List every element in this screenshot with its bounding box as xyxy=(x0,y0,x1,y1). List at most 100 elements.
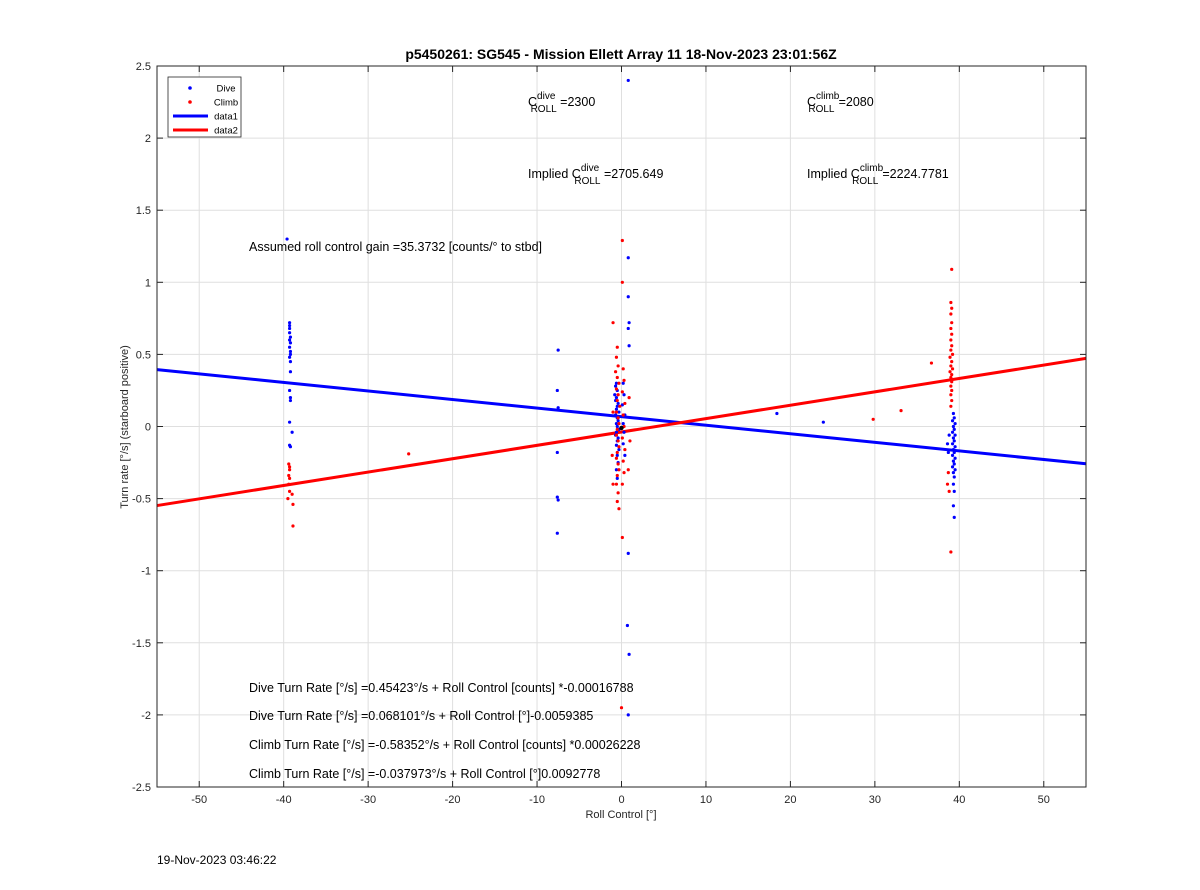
y-tick-label: 0.5 xyxy=(136,349,151,361)
dive-point xyxy=(614,407,619,411)
climb-point xyxy=(619,706,624,710)
dive-point xyxy=(952,416,956,420)
y-tick-label: -2.5 xyxy=(132,782,151,794)
dive-point xyxy=(626,295,630,299)
climb-point xyxy=(620,535,624,540)
dive-point xyxy=(616,401,620,406)
legend-label-climb: Climb xyxy=(214,98,238,109)
annotation-subscript: ROLL xyxy=(852,176,879,187)
climb-point xyxy=(617,381,621,385)
dive-point xyxy=(951,424,956,429)
dive-point xyxy=(288,360,293,364)
climb-point xyxy=(287,465,292,469)
y-axis-label: Turn rate [°/s] (starboard positive) xyxy=(119,345,131,509)
climb-point xyxy=(620,280,624,284)
dive-point xyxy=(288,398,293,403)
fit-line-data1 xyxy=(156,368,1087,466)
dive-point xyxy=(613,393,617,397)
dive-point xyxy=(613,413,618,417)
annotation-eq4: Climb Turn Rate [°/s] =-0.037973°/s + Ro… xyxy=(249,767,600,781)
dive-point xyxy=(626,256,630,260)
dive-point xyxy=(556,348,560,352)
dive-point xyxy=(556,406,560,410)
x-tick-label: -10 xyxy=(529,794,545,806)
dive-point xyxy=(614,422,619,426)
dive-point xyxy=(555,531,559,535)
climb-point xyxy=(871,417,875,421)
climb-point xyxy=(616,439,620,443)
dive-point xyxy=(953,468,957,472)
climb-point xyxy=(286,497,290,501)
dive-point xyxy=(627,321,631,325)
annotation-prefix: Implied xyxy=(528,167,572,181)
dive-point xyxy=(287,331,292,335)
dive-point xyxy=(950,442,955,446)
climb-point xyxy=(623,447,627,452)
climb-point xyxy=(626,468,630,472)
climb-point xyxy=(611,410,615,414)
dive-point xyxy=(952,515,956,519)
climb-point xyxy=(947,489,951,493)
dive-point xyxy=(555,388,559,393)
dive-point xyxy=(287,388,292,393)
dive-point xyxy=(614,381,619,385)
y-tick-label: 1.5 xyxy=(136,205,151,217)
climb-point xyxy=(611,321,615,325)
dive-point xyxy=(821,420,825,424)
climb-point xyxy=(945,482,950,486)
climb-point xyxy=(615,427,619,431)
legend-label-data2: data2 xyxy=(214,126,238,137)
climb-point xyxy=(950,398,954,403)
climb-point xyxy=(950,380,954,384)
x-tick-label: 40 xyxy=(953,794,965,806)
dive-point xyxy=(287,326,292,331)
climb-point xyxy=(614,482,619,486)
dive-point xyxy=(946,450,950,455)
dive-point xyxy=(953,433,957,437)
climb-point xyxy=(615,398,619,403)
dive-point xyxy=(951,447,956,452)
dive-point xyxy=(623,453,627,457)
climb-point xyxy=(946,471,950,475)
climb-point xyxy=(950,321,954,325)
x-tick-label: 30 xyxy=(869,794,881,806)
climb-point xyxy=(899,409,903,413)
x-tick-label: -50 xyxy=(191,794,207,806)
origin-marker xyxy=(619,425,624,431)
x-tick-label: -20 xyxy=(445,794,461,806)
climb-point xyxy=(287,473,291,478)
climb-point xyxy=(615,450,619,455)
x-tick-label: 50 xyxy=(1038,794,1050,806)
climb-point xyxy=(950,352,955,356)
dive-point xyxy=(951,459,956,463)
climb-point xyxy=(617,468,621,472)
dive-point xyxy=(626,551,630,555)
dive-point xyxy=(614,468,619,472)
climb-point xyxy=(615,345,619,349)
climb-point xyxy=(287,468,292,472)
climb-point xyxy=(616,364,620,368)
dive-point xyxy=(287,321,292,325)
dive-point xyxy=(290,430,294,434)
climb-point xyxy=(616,393,620,397)
dive-point xyxy=(626,713,630,717)
axis-ticks: -50 -40 -30 -20 -10 0 10 20 30 40 50-2.5-2-1.5-1-0… xyxy=(132,61,1086,806)
climb-point xyxy=(615,473,619,478)
annotation-prefix: Implied xyxy=(807,167,851,181)
climb-point xyxy=(949,384,953,388)
climb-point xyxy=(613,370,618,374)
climb-point xyxy=(949,393,953,397)
annotation-implied-dive: Implied Cdive ROLL =2705.649 xyxy=(528,163,663,187)
annotation-c-dive: Cdive ROLL =2300 xyxy=(528,91,595,115)
y-tick-label: 1 xyxy=(145,277,151,289)
dive-point xyxy=(615,476,619,481)
dive-point xyxy=(555,495,559,499)
fit-lines xyxy=(156,356,1087,508)
legend-box xyxy=(167,76,242,138)
climb-point xyxy=(290,492,294,496)
climb-point xyxy=(615,375,619,380)
climb-point xyxy=(949,364,953,368)
annotation-value: =2300 xyxy=(557,95,596,109)
dive-point xyxy=(945,442,950,446)
